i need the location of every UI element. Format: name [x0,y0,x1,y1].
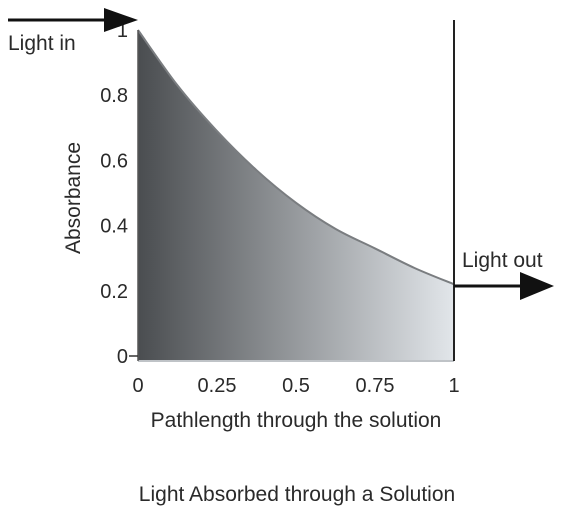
light-out-label: Light out [462,249,543,272]
y-tick-label: 0.4 [100,216,128,238]
y-tick-label: 0.8 [100,85,128,107]
x-tick-labels: 0 0.25 0.5 0.75 1 [132,375,459,397]
y-tick-labels: 0 0.2 0.4 0.6 0.8 1 [100,20,128,368]
x-tick-label: 0.25 [198,375,237,397]
x-tick-label: 0 [132,375,143,397]
absorbance-curve [137,29,455,286]
y-tick-label: 0.6 [100,150,128,172]
chart-title: Light Absorbed through a Solution [139,483,455,506]
y-tick-label: 0.2 [100,281,128,303]
absorbance-area [138,30,454,361]
y-axis-label: Absorbance [62,142,85,254]
x-tick-label: 1 [448,375,459,397]
light-out-arrow-head [520,272,554,300]
x-axis-label: Pathlength through the solution [151,409,442,432]
x-tick-label: 0.5 [282,375,310,397]
light-in-label: Light in [8,32,76,55]
light-in-arrow-head [104,8,138,32]
y-tick-label: 1 [117,20,128,42]
x-tick-label: 0.75 [356,375,395,397]
y-tick-label: 0 [117,346,128,368]
